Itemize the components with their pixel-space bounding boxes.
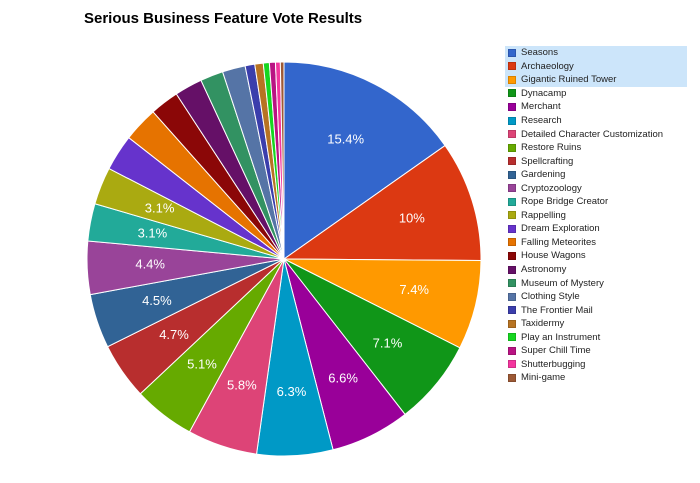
legend-swatch <box>508 279 516 288</box>
legend-swatch <box>508 292 516 301</box>
legend-swatch <box>508 238 516 247</box>
slice-data-label: 6.3% <box>277 384 307 399</box>
legend-label: Restore Ruins <box>521 142 582 154</box>
slice-data-label: 3.1% <box>138 225 168 240</box>
legend-item[interactable]: Astronomy <box>505 263 687 277</box>
slice-data-label: 5.8% <box>227 378 257 393</box>
legend-label: Gardening <box>521 169 566 181</box>
legend-swatch <box>508 130 516 139</box>
legend-swatch <box>508 306 516 315</box>
slice-data-label: 4.7% <box>159 327 189 342</box>
legend-swatch <box>508 116 516 125</box>
legend-item[interactable]: The Frontier Mail <box>505 303 687 317</box>
slice-data-label: 4.5% <box>142 293 172 308</box>
legend-label: Rappelling <box>521 209 566 221</box>
legend-item[interactable]: Merchant <box>505 100 687 114</box>
legend-swatch <box>508 265 516 274</box>
legend-label: The Frontier Mail <box>521 304 593 316</box>
legend-swatch <box>508 184 516 193</box>
legend-label: Dynacamp <box>521 87 567 99</box>
legend-swatch <box>508 102 516 111</box>
slice-data-label: 5.1% <box>187 356 217 371</box>
legend-swatch <box>508 360 516 369</box>
legend-item[interactable]: Shutterbugging <box>505 358 687 372</box>
legend-item[interactable]: Falling Meteorites <box>505 236 687 250</box>
legend-swatch <box>508 224 516 233</box>
legend-label: Merchant <box>521 101 561 113</box>
legend-swatch <box>508 170 516 179</box>
legend-swatch <box>508 319 516 328</box>
pie-chart: 15.4% 10% 7.4% 7.1% 6.6% 6.3% 5.8% 5.1% 4.7% 4.5%… <box>86 61 482 457</box>
slice-data-label: 7.1% <box>373 336 403 351</box>
pie-slice-archaeology[interactable] <box>282 144 482 262</box>
pie-slice-seasons[interactable] <box>283 61 446 260</box>
legend-item[interactable]: Museum of Mystery <box>505 276 687 290</box>
legend-item[interactable]: Clothing Style <box>505 290 687 304</box>
legend-label: Detailed Character Customization <box>521 128 664 140</box>
legend-swatch <box>508 143 516 152</box>
legend-item[interactable]: Spellcrafting <box>505 154 687 168</box>
legend-label: Gigantic Ruined Tower <box>521 74 617 86</box>
legend-swatch <box>508 251 516 260</box>
legend-item[interactable]: Seasons <box>505 46 687 60</box>
legend-item[interactable]: Archaeology <box>505 59 687 74</box>
legend-label: Seasons <box>521 47 558 59</box>
slice-data-label: 3.1% <box>145 201 175 216</box>
legend-label: Dream Exploration <box>521 223 600 235</box>
legend-swatch <box>508 373 516 382</box>
pie-slice-mini-game[interactable] <box>279 61 285 260</box>
chart-title: Serious Business Feature Vote Results <box>84 10 363 27</box>
legend-item[interactable]: Dynacamp <box>505 87 687 101</box>
legend-swatch <box>508 75 516 84</box>
chart-legend: Seasons Archaeology Gigantic Ruined Tower D… <box>505 46 687 385</box>
legend-label: Cryptozoology <box>521 182 582 194</box>
legend-label: Research <box>521 115 562 126</box>
legend-label: Super Chill Time <box>521 345 591 357</box>
legend-swatch <box>508 211 516 220</box>
legend-item[interactable]: Play an Instrument <box>505 330 687 344</box>
legend-label: Taxidermy <box>521 318 565 330</box>
legend-item[interactable]: Research <box>505 114 687 128</box>
slice-data-label: 6.6% <box>328 371 358 386</box>
legend-item[interactable]: Gigantic Ruined Tower <box>505 73 687 87</box>
legend-label: Museum of Mystery <box>521 277 604 289</box>
legend-swatch <box>508 89 516 98</box>
legend-item[interactable]: Taxidermy <box>505 317 687 331</box>
legend-item[interactable]: House Wagons <box>505 249 687 263</box>
legend-swatch <box>508 48 516 57</box>
slice-data-label: 7.4% <box>399 282 429 297</box>
legend-item[interactable]: Rope Bridge Creator <box>505 195 687 209</box>
slice-data-label: 10% <box>399 210 425 225</box>
legend-swatch <box>508 62 516 71</box>
legend-label: Mini-game <box>521 372 566 384</box>
legend-label: Clothing Style <box>521 291 580 303</box>
legend-label: Rope Bridge Creator <box>521 196 609 208</box>
legend-swatch <box>508 197 516 206</box>
legend-item[interactable]: Rappelling <box>505 209 687 223</box>
legend-label: House Wagons <box>521 250 586 262</box>
legend-label: Shutterbugging <box>521 358 586 370</box>
legend-item[interactable]: Dream Exploration <box>505 222 687 236</box>
legend-label: Spellcrafting <box>521 155 574 167</box>
legend-label: Play an Instrument <box>521 331 601 343</box>
legend-label: Falling Meteorites <box>521 236 596 248</box>
legend-item[interactable]: Gardening <box>505 168 687 182</box>
legend-swatch <box>508 157 516 166</box>
legend-label: Astronomy <box>521 264 567 276</box>
legend-item[interactable]: Super Chill Time <box>505 344 687 358</box>
legend-label: Archaeology <box>521 60 574 72</box>
legend-item[interactable]: Detailed Character Customization <box>505 127 687 141</box>
slice-data-label: 4.4% <box>135 256 165 271</box>
legend-item[interactable]: Cryptozoology <box>505 181 687 195</box>
legend-swatch <box>508 333 516 342</box>
legend-item[interactable]: Mini-game <box>505 371 687 385</box>
legend-item[interactable]: Restore Ruins <box>505 141 687 155</box>
slice-data-label: 15.4% <box>327 132 364 147</box>
legend-swatch <box>508 346 516 355</box>
